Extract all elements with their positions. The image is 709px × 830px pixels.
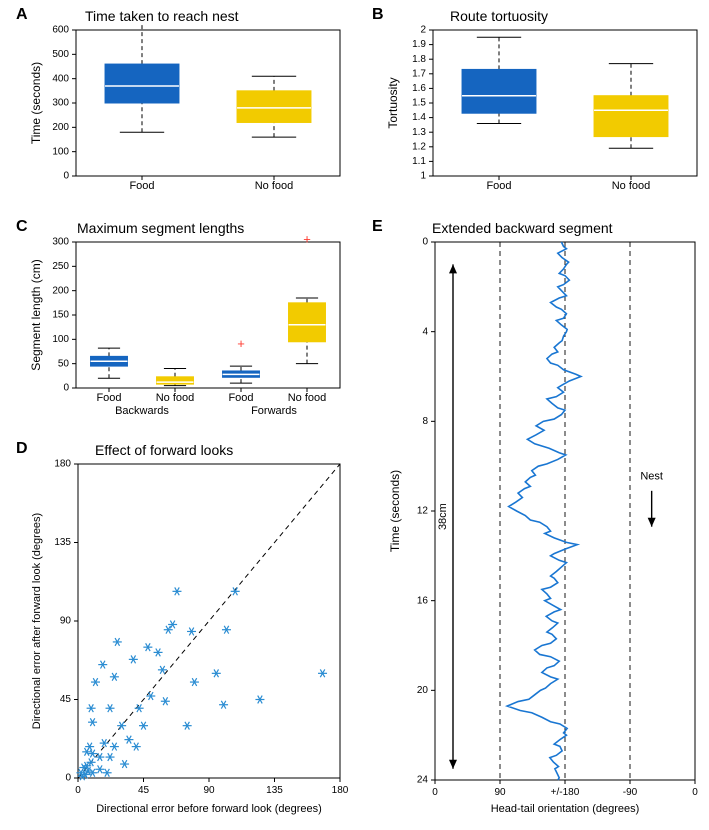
svg-text:0: 0: [75, 785, 81, 796]
svg-text:180: 180: [54, 459, 71, 470]
svg-text:300: 300: [52, 237, 69, 248]
svg-text:Food: Food: [96, 392, 121, 404]
svg-text:1.6: 1.6: [412, 83, 426, 94]
panel-b-chart: 1 1.1 1.2 1.3 1.4 1.5 1.6 1.7 1.8 1.9 2 Tortuosity F…: [385, 24, 705, 204]
svg-text:Forwards: Forwards: [251, 405, 297, 417]
svg-text:90: 90: [60, 616, 72, 627]
svg-text:600: 600: [52, 25, 69, 36]
svg-text:180: 180: [332, 785, 348, 796]
svg-text:135: 135: [266, 785, 283, 796]
svg-text:500: 500: [52, 49, 69, 60]
svg-text:Food: Food: [129, 180, 154, 192]
svg-text:200: 200: [52, 122, 69, 133]
svg-text:1.7: 1.7: [412, 68, 426, 79]
panel-d-chart: 00 45 45 90 90 135 135 180 180 Directional error …: [28, 458, 348, 818]
panel-a-chart: 0 100 200 300 400 500 600 Time (seconds) Food No …: [28, 24, 348, 204]
svg-text:300: 300: [52, 98, 69, 109]
svg-text:90: 90: [494, 787, 506, 798]
svg-text:12: 12: [417, 506, 429, 517]
panel-c-title: Maximum segment lengths: [77, 220, 244, 236]
panel-d-label: D: [16, 440, 28, 458]
svg-text:-90: -90: [623, 787, 638, 798]
svg-text:Directional error after forwar: Directional error after forward look (de…: [31, 513, 43, 729]
svg-text:1.4: 1.4: [412, 112, 426, 123]
svg-text:250: 250: [52, 261, 69, 272]
svg-text:100: 100: [52, 146, 69, 157]
panel-b-title: Route tortuosity: [450, 8, 548, 24]
svg-text:Backwards: Backwards: [115, 405, 169, 417]
svg-text:Time (seconds): Time (seconds): [29, 62, 43, 144]
svg-text:1.2: 1.2: [412, 141, 426, 152]
svg-text:+: +: [303, 236, 311, 247]
svg-text:150: 150: [52, 310, 69, 321]
svg-text:1.9: 1.9: [412, 39, 426, 50]
svg-text:90: 90: [203, 785, 215, 796]
svg-text:200: 200: [52, 285, 69, 296]
svg-text:Head-tail orientation (degrees: Head-tail orientation (degrees): [491, 803, 640, 815]
svg-text:16: 16: [417, 595, 429, 606]
svg-text:+/-180: +/-180: [551, 787, 580, 798]
svg-text:100: 100: [52, 334, 69, 345]
svg-text:45: 45: [138, 785, 150, 796]
svg-text:0: 0: [422, 237, 428, 248]
svg-text:38cm: 38cm: [437, 503, 449, 530]
svg-text:0: 0: [65, 773, 71, 784]
svg-text:8: 8: [422, 416, 428, 427]
svg-text:No food: No food: [156, 392, 195, 404]
svg-text:Nest: Nest: [640, 471, 663, 483]
panel-e-label: E: [372, 218, 383, 236]
svg-text:1.3: 1.3: [412, 127, 426, 138]
svg-text:Food: Food: [228, 392, 253, 404]
svg-text:0: 0: [63, 171, 69, 182]
svg-text:45: 45: [60, 694, 72, 705]
panel-e-title: Extended backward segment: [432, 220, 613, 236]
panel-a-title: Time taken to reach nest: [85, 8, 239, 24]
panel-e-chart: 0 90 +/-180 -90 0 Head-tail orientation (degr…: [385, 236, 705, 818]
svg-text:4: 4: [422, 326, 428, 337]
svg-text:Time (seconds): Time (seconds): [388, 470, 402, 552]
svg-text:0: 0: [63, 383, 69, 394]
svg-text:Directional error before forwa: Directional error before forward look (d…: [96, 803, 322, 815]
svg-text:1.5: 1.5: [412, 98, 426, 109]
svg-text:400: 400: [52, 73, 69, 84]
svg-text:Tortuosity: Tortuosity: [386, 77, 400, 128]
svg-text:0: 0: [692, 787, 698, 798]
svg-text:No food: No food: [255, 180, 294, 192]
svg-text:135: 135: [54, 537, 71, 548]
panel-c-chart: 0 50 100 150 200 250 300 Segment length (cm) Foo…: [28, 236, 348, 426]
panel-c-label: C: [16, 218, 28, 236]
svg-text:Food: Food: [486, 180, 511, 192]
panel-a-label: A: [16, 6, 28, 24]
svg-text:2: 2: [420, 25, 426, 36]
svg-text:1.1: 1.1: [412, 156, 426, 167]
svg-text:24: 24: [417, 775, 429, 786]
panel-d-title: Effect of forward looks: [95, 442, 233, 458]
svg-text:+: +: [237, 336, 245, 351]
svg-text:20: 20: [417, 685, 429, 696]
svg-text:1: 1: [420, 171, 426, 182]
svg-text:0: 0: [432, 787, 438, 798]
panel-b-label: B: [372, 6, 384, 24]
svg-text:No food: No food: [288, 392, 327, 404]
svg-text:No food: No food: [612, 180, 651, 192]
svg-text:1.8: 1.8: [412, 54, 426, 65]
svg-text:50: 50: [58, 358, 70, 369]
svg-text:Segment length (cm): Segment length (cm): [29, 259, 43, 370]
